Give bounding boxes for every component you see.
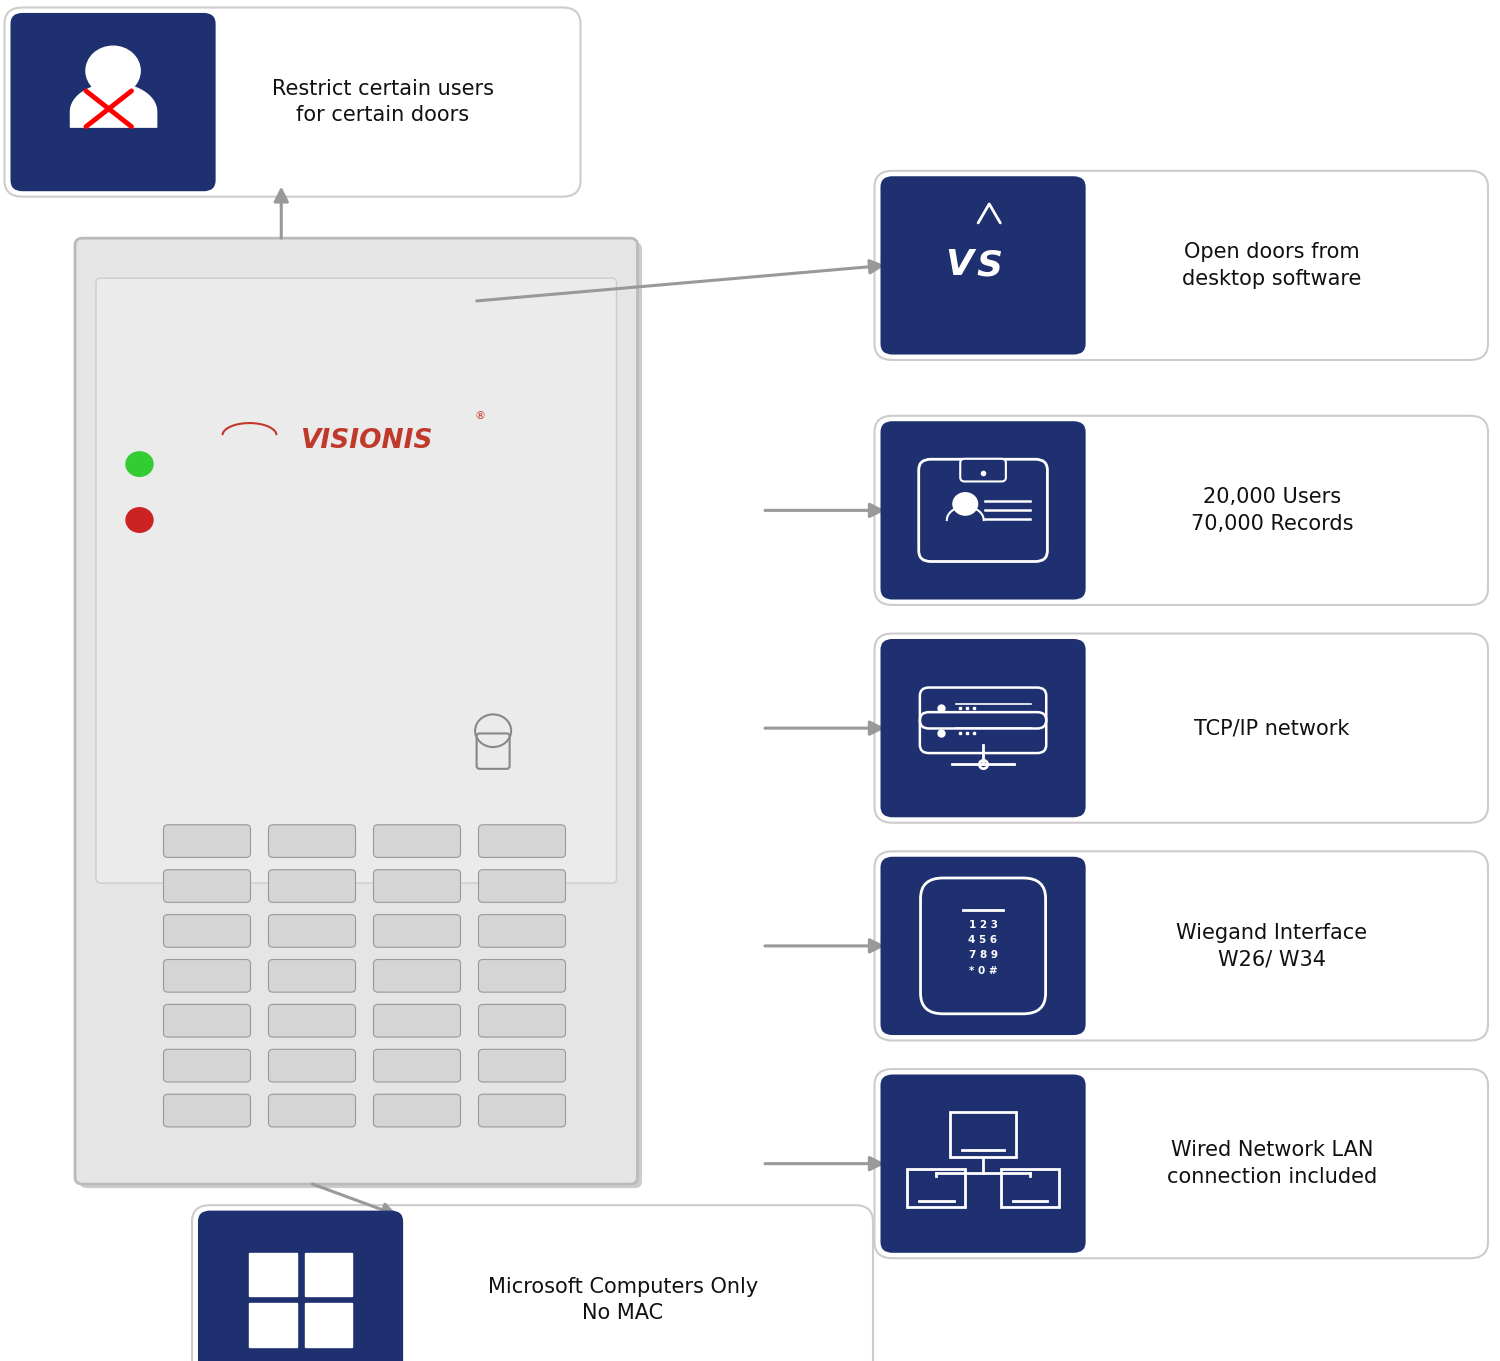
FancyBboxPatch shape	[374, 825, 460, 857]
FancyBboxPatch shape	[874, 416, 1488, 606]
FancyBboxPatch shape	[478, 870, 566, 902]
FancyBboxPatch shape	[880, 640, 1086, 817]
FancyBboxPatch shape	[268, 870, 356, 902]
FancyBboxPatch shape	[874, 171, 1488, 359]
Circle shape	[86, 46, 140, 95]
Text: Wired Network LAN
connection included: Wired Network LAN connection included	[1167, 1141, 1377, 1187]
FancyBboxPatch shape	[478, 1004, 566, 1037]
FancyBboxPatch shape	[198, 1211, 404, 1361]
FancyBboxPatch shape	[374, 870, 460, 902]
Text: 1 2 3: 1 2 3	[969, 920, 998, 930]
FancyBboxPatch shape	[478, 915, 566, 947]
FancyBboxPatch shape	[164, 1004, 250, 1037]
FancyBboxPatch shape	[10, 14, 216, 191]
Text: VISIONIS: VISIONIS	[302, 427, 433, 453]
FancyBboxPatch shape	[478, 960, 566, 992]
FancyBboxPatch shape	[478, 1094, 566, 1127]
FancyBboxPatch shape	[75, 238, 638, 1184]
FancyBboxPatch shape	[268, 915, 356, 947]
FancyBboxPatch shape	[478, 1049, 566, 1082]
Text: Wiegand Interface
W26/ W34: Wiegand Interface W26/ W34	[1176, 923, 1368, 969]
Text: 4 5 6: 4 5 6	[969, 935, 998, 945]
FancyBboxPatch shape	[268, 1049, 356, 1082]
FancyBboxPatch shape	[164, 960, 250, 992]
FancyBboxPatch shape	[880, 176, 1086, 355]
FancyBboxPatch shape	[374, 915, 460, 947]
FancyBboxPatch shape	[268, 825, 356, 857]
FancyBboxPatch shape	[164, 1049, 250, 1082]
FancyBboxPatch shape	[4, 8, 580, 196]
Polygon shape	[304, 1304, 352, 1347]
Text: S: S	[976, 249, 1002, 282]
Polygon shape	[304, 1252, 352, 1296]
FancyBboxPatch shape	[80, 242, 642, 1188]
Text: * 0 #: * 0 #	[969, 965, 998, 976]
FancyBboxPatch shape	[164, 870, 250, 902]
FancyBboxPatch shape	[374, 1049, 460, 1082]
FancyBboxPatch shape	[874, 634, 1488, 822]
FancyBboxPatch shape	[268, 1004, 356, 1037]
FancyBboxPatch shape	[192, 1206, 873, 1361]
FancyBboxPatch shape	[880, 1075, 1086, 1252]
Text: V: V	[945, 249, 974, 282]
FancyBboxPatch shape	[874, 852, 1488, 1041]
FancyBboxPatch shape	[96, 278, 616, 883]
Text: TCP/IP network: TCP/IP network	[1194, 719, 1350, 738]
FancyBboxPatch shape	[164, 1094, 250, 1127]
FancyBboxPatch shape	[374, 960, 460, 992]
FancyBboxPatch shape	[478, 825, 566, 857]
Polygon shape	[249, 1304, 297, 1347]
FancyBboxPatch shape	[164, 825, 250, 857]
Text: ®: ®	[474, 411, 484, 422]
FancyBboxPatch shape	[880, 857, 1086, 1034]
Circle shape	[952, 493, 978, 514]
FancyBboxPatch shape	[268, 960, 356, 992]
FancyBboxPatch shape	[880, 422, 1086, 599]
FancyBboxPatch shape	[374, 1094, 460, 1127]
FancyBboxPatch shape	[164, 915, 250, 947]
FancyBboxPatch shape	[374, 1004, 460, 1037]
Text: Microsoft Computers Only
No MAC: Microsoft Computers Only No MAC	[488, 1277, 758, 1323]
Text: 7 8 9: 7 8 9	[969, 950, 998, 961]
Polygon shape	[249, 1252, 297, 1296]
Text: 20,000 Users
70,000 Records: 20,000 Users 70,000 Records	[1191, 487, 1353, 534]
Circle shape	[126, 452, 153, 476]
Text: Open doors from
desktop software: Open doors from desktop software	[1182, 242, 1362, 289]
Text: Restrict certain users
for certain doors: Restrict certain users for certain doors	[272, 79, 494, 125]
Circle shape	[126, 508, 153, 532]
FancyBboxPatch shape	[874, 1070, 1488, 1258]
FancyBboxPatch shape	[268, 1094, 356, 1127]
FancyBboxPatch shape	[960, 459, 1006, 482]
